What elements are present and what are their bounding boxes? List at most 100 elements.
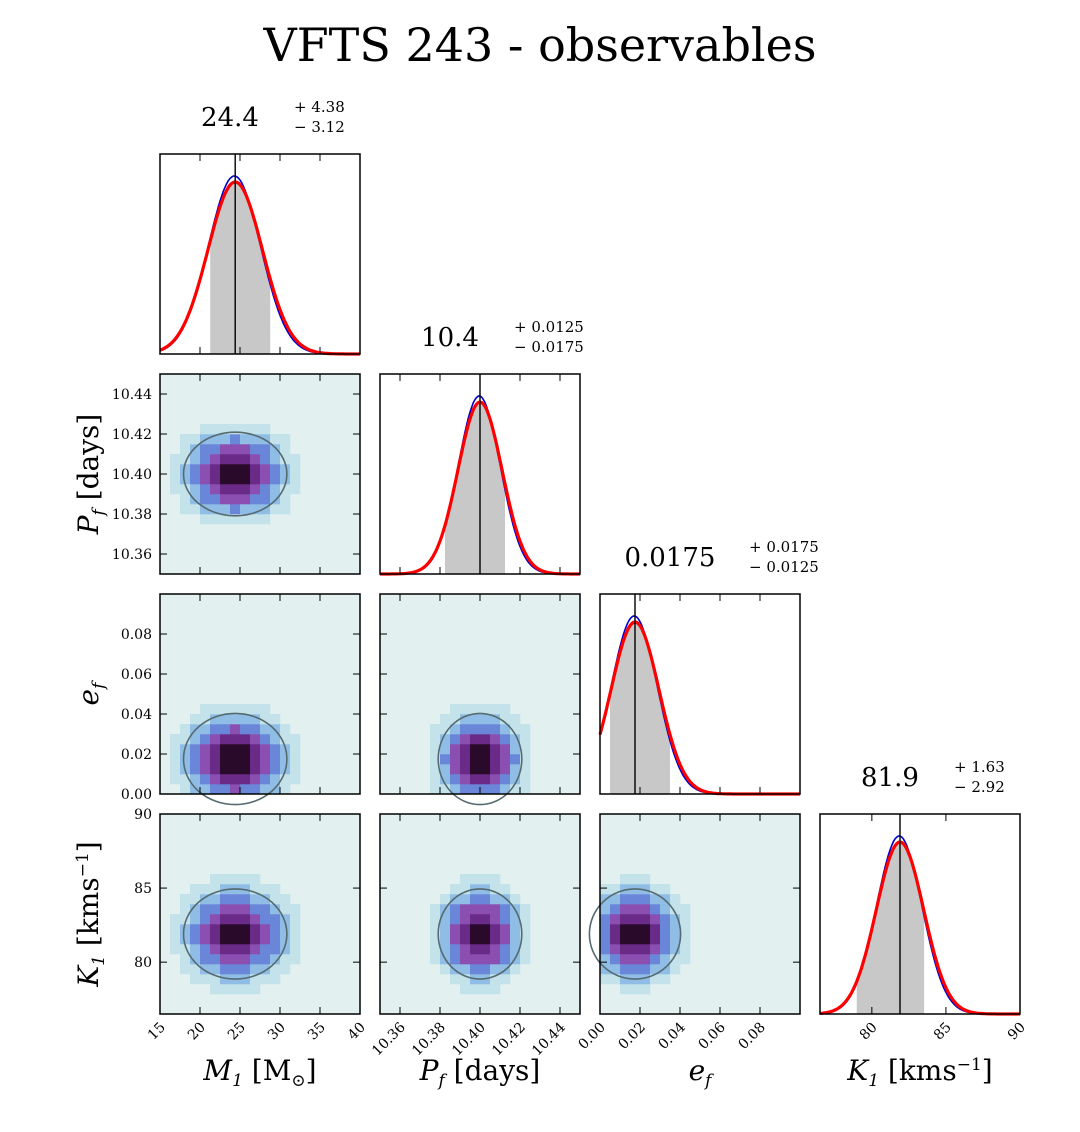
density-cell [600, 924, 611, 935]
density-cell [240, 424, 251, 435]
density-cell [630, 894, 641, 905]
density-cell [190, 764, 201, 775]
density-cell [280, 464, 291, 475]
x-tick-label: 30 [265, 1020, 289, 1044]
density-cell [270, 474, 281, 485]
density-cell [440, 784, 451, 795]
density-cell [660, 904, 671, 915]
panel-Pf-vs-M1 [159, 373, 361, 575]
density-cell [260, 464, 271, 475]
density-cell [460, 874, 471, 885]
density-cell [630, 924, 641, 935]
density-cell [220, 784, 231, 795]
density-cell [220, 964, 231, 975]
density-cell [510, 714, 521, 725]
density-cell [290, 764, 301, 775]
credible-interval-fill [610, 622, 670, 794]
density-cell [200, 744, 211, 755]
density-cell [170, 934, 181, 945]
x-tick-label: 90 [1005, 1020, 1029, 1044]
diag-title-Pf: 10.4 [421, 323, 479, 353]
density-cell [490, 924, 501, 935]
density-cell [440, 894, 451, 905]
density-cell [230, 494, 241, 505]
density-cell [190, 774, 201, 785]
density-cell [250, 904, 261, 915]
density-cell [210, 514, 221, 525]
density-cell [450, 754, 461, 765]
density-cell [650, 954, 661, 965]
density-cell [450, 774, 461, 785]
density-cell [430, 774, 441, 785]
density-cell [260, 504, 271, 515]
density-cell [210, 924, 221, 935]
density-cell [270, 454, 281, 465]
density-cell [280, 484, 291, 495]
density-cell [230, 464, 241, 475]
y-tick-label: 90 [134, 807, 152, 823]
density-cell [280, 504, 291, 515]
density-cell [460, 974, 471, 985]
density-cell [240, 894, 251, 905]
panel-K1-vs-ef [588, 813, 801, 1015]
density-cell [190, 714, 201, 725]
density-cell [220, 454, 231, 465]
density-cell [480, 724, 491, 735]
density-cell [500, 904, 511, 915]
density-cell [630, 954, 641, 965]
diag-title-plus: + 1.63 [954, 758, 1005, 776]
density-cell [640, 874, 651, 885]
density-cell [250, 444, 261, 455]
density-cell [230, 874, 241, 885]
density-cell [180, 934, 191, 945]
x-tick-label: 15 [145, 1020, 169, 1044]
density-cell [630, 964, 641, 975]
density-cell [280, 444, 291, 455]
density-cell [230, 774, 241, 785]
density-cell [210, 704, 221, 715]
density-cell [220, 934, 231, 945]
density-cell [430, 914, 441, 925]
density-cell [210, 474, 221, 485]
density-cell [210, 494, 221, 505]
density-cell [640, 934, 651, 945]
panel-ef-vs-M1 [159, 593, 361, 806]
density-cell [230, 724, 241, 735]
density-cell [440, 724, 451, 735]
density-cell [510, 744, 521, 755]
y-tick-label: 0.08 [121, 627, 152, 643]
density-cell [670, 934, 681, 945]
density-cell [250, 514, 261, 525]
x-tick-label: 0.00 [575, 1020, 608, 1053]
diag-title-ef: 0.0175 [625, 543, 716, 573]
density-cell [210, 744, 221, 755]
density-cell [170, 774, 181, 785]
x-tick-label: 20 [185, 1020, 209, 1044]
density-cell [270, 464, 281, 475]
density-cell [680, 944, 691, 955]
density-cell [260, 764, 271, 775]
density-cell [260, 784, 271, 795]
density-cell [480, 784, 491, 795]
density-cell [450, 974, 461, 985]
density-cell [660, 944, 671, 955]
density-cell [640, 914, 651, 925]
density-cell [210, 884, 221, 895]
diag-title-minus: − 0.0175 [514, 338, 584, 356]
diag-panel-K1: 81.9 + 1.63 − 2.92 [819, 758, 1021, 1016]
density-cell [490, 784, 501, 795]
density-cell [220, 944, 231, 955]
density-cell [260, 724, 271, 735]
density-cell [200, 884, 211, 895]
density-cell [480, 874, 491, 885]
density-cell [200, 714, 211, 725]
density-cell [270, 964, 281, 975]
panel-frame [599, 593, 801, 795]
density-cell [500, 774, 511, 785]
density-cell [620, 934, 631, 945]
density-cell [280, 904, 291, 915]
density-cell [210, 754, 221, 765]
density-cell [620, 984, 631, 995]
density-cell [460, 924, 471, 935]
density-cell [630, 984, 641, 995]
